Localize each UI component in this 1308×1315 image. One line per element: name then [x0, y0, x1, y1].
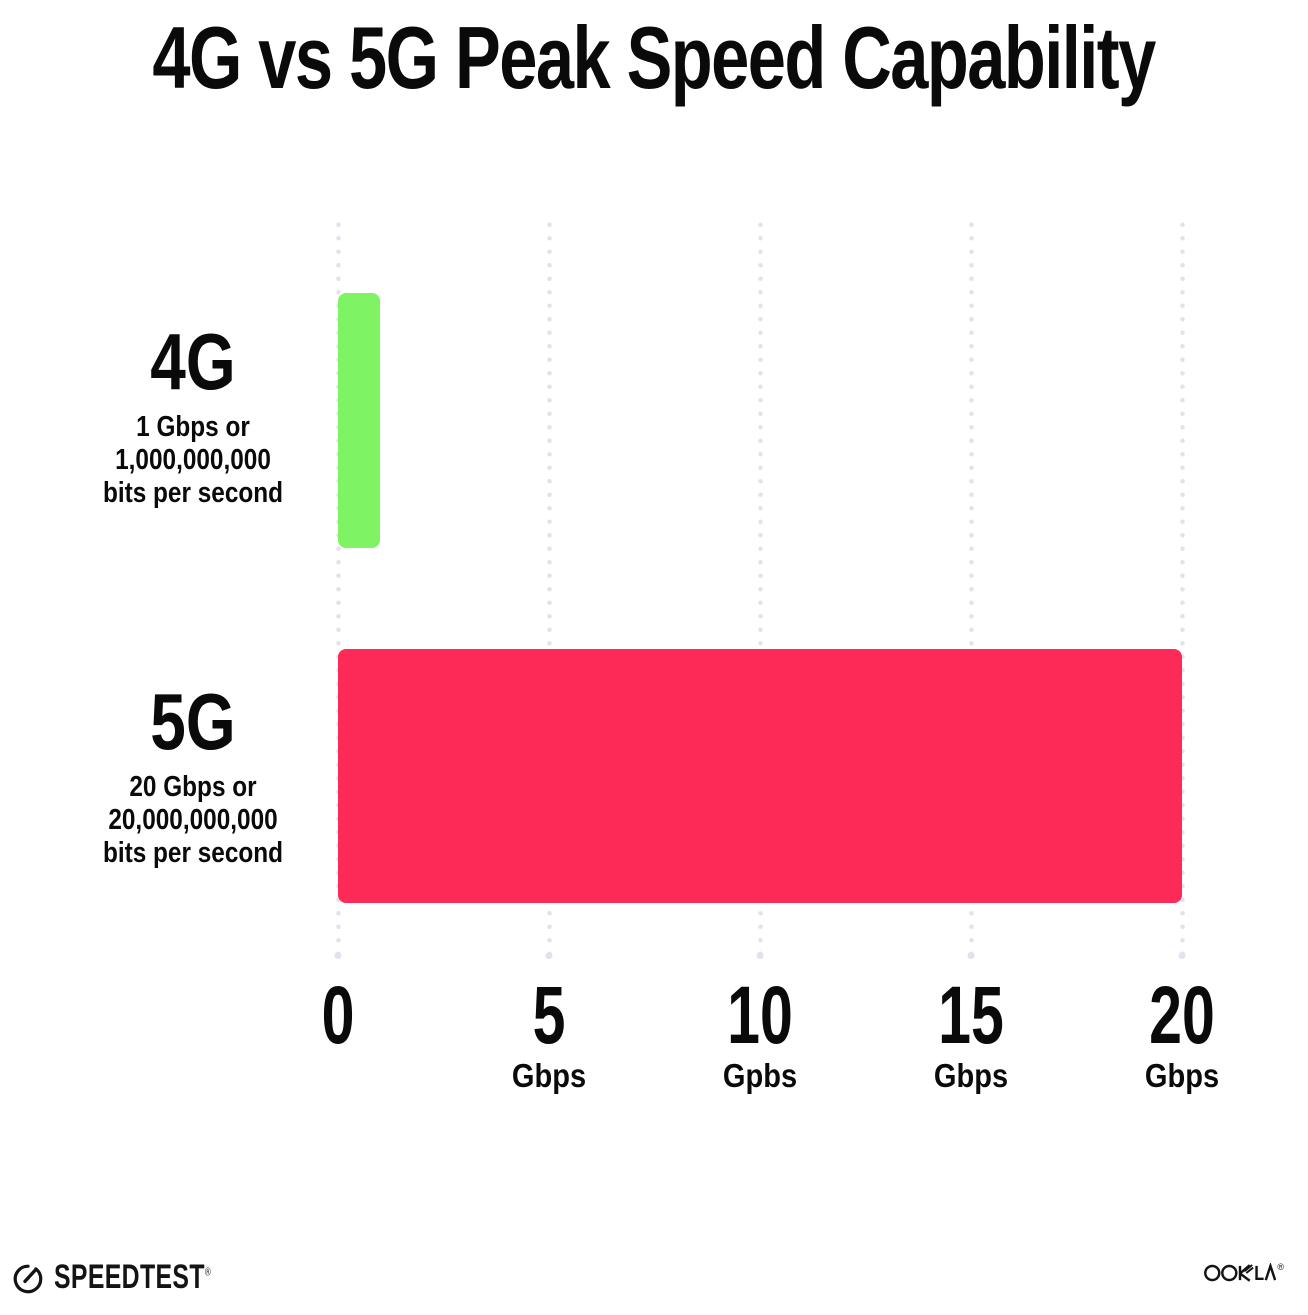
ookla-logo: ® — [1204, 1263, 1284, 1283]
x-axis-tick-5: 5 Gbps — [439, 970, 659, 1094]
x-axis-tick-value: 20 — [1149, 970, 1215, 1061]
category-label-5g: 5G 20 Gbps or 20,000,000,000 bits per secon… — [30, 682, 356, 870]
speedtest-wordmark-text: SPEEDTEST — [54, 1258, 205, 1296]
category-name: 5G — [150, 677, 236, 766]
gridline-10 — [757, 218, 763, 956]
category-name: 4G — [150, 317, 236, 406]
speedtest-trademark: ® — [204, 1266, 212, 1279]
x-axis-tick-value: 5 — [532, 970, 566, 1061]
x-axis-tick-value: 10 — [727, 970, 793, 1061]
x-axis-tick-value: 15 — [938, 970, 1004, 1061]
ookla-trademark: ® — [1277, 1262, 1284, 1272]
category-label-4g: 4G 1 Gbps or 1,000,000,000 bits per second — [30, 322, 356, 510]
gridline-15 — [968, 218, 974, 956]
gridline-5 — [546, 218, 552, 956]
x-axis-tick-unit: Gbps — [933, 1057, 1009, 1094]
speedtest-logo: SPEEDTEST® — [11, 1258, 269, 1297]
chart-title-text: 4G vs 5G Peak Speed Capability — [152, 8, 1157, 107]
category-description: 1 Gbps or 1,000,000,000 bits per second — [102, 411, 284, 509]
x-axis-tick-15: 15 Gbps — [861, 970, 1081, 1094]
x-axis-tick-0: 0 — [228, 970, 448, 1061]
speedtest-wordmark: SPEEDTEST® — [54, 1258, 211, 1297]
chart-title: 4G vs 5G Peak Speed Capability — [0, 8, 1308, 108]
x-axis-tick-10: 10 Gpbs — [650, 970, 870, 1094]
x-axis-tick-unit: Gpbs — [722, 1057, 798, 1094]
ookla-wordmark-icon — [1204, 1263, 1277, 1282]
speedtest-gauge-icon — [13, 1264, 43, 1293]
x-axis-tick-unit: Gbps — [511, 1057, 587, 1094]
bar-4g — [338, 293, 381, 548]
footer: SPEEDTEST® ® — [0, 1248, 1308, 1308]
x-axis-tick-20: 20 Gbps — [1072, 970, 1292, 1094]
category-description: 20 Gbps or 20,000,000,000 bits per second — [102, 771, 284, 869]
x-axis-tick-unit: Gbps — [1144, 1057, 1220, 1094]
gridline-20 — [1179, 218, 1185, 956]
x-axis-tick-value: 0 — [321, 970, 355, 1061]
gridline-0 — [335, 218, 341, 956]
bar-5g — [338, 649, 1182, 903]
